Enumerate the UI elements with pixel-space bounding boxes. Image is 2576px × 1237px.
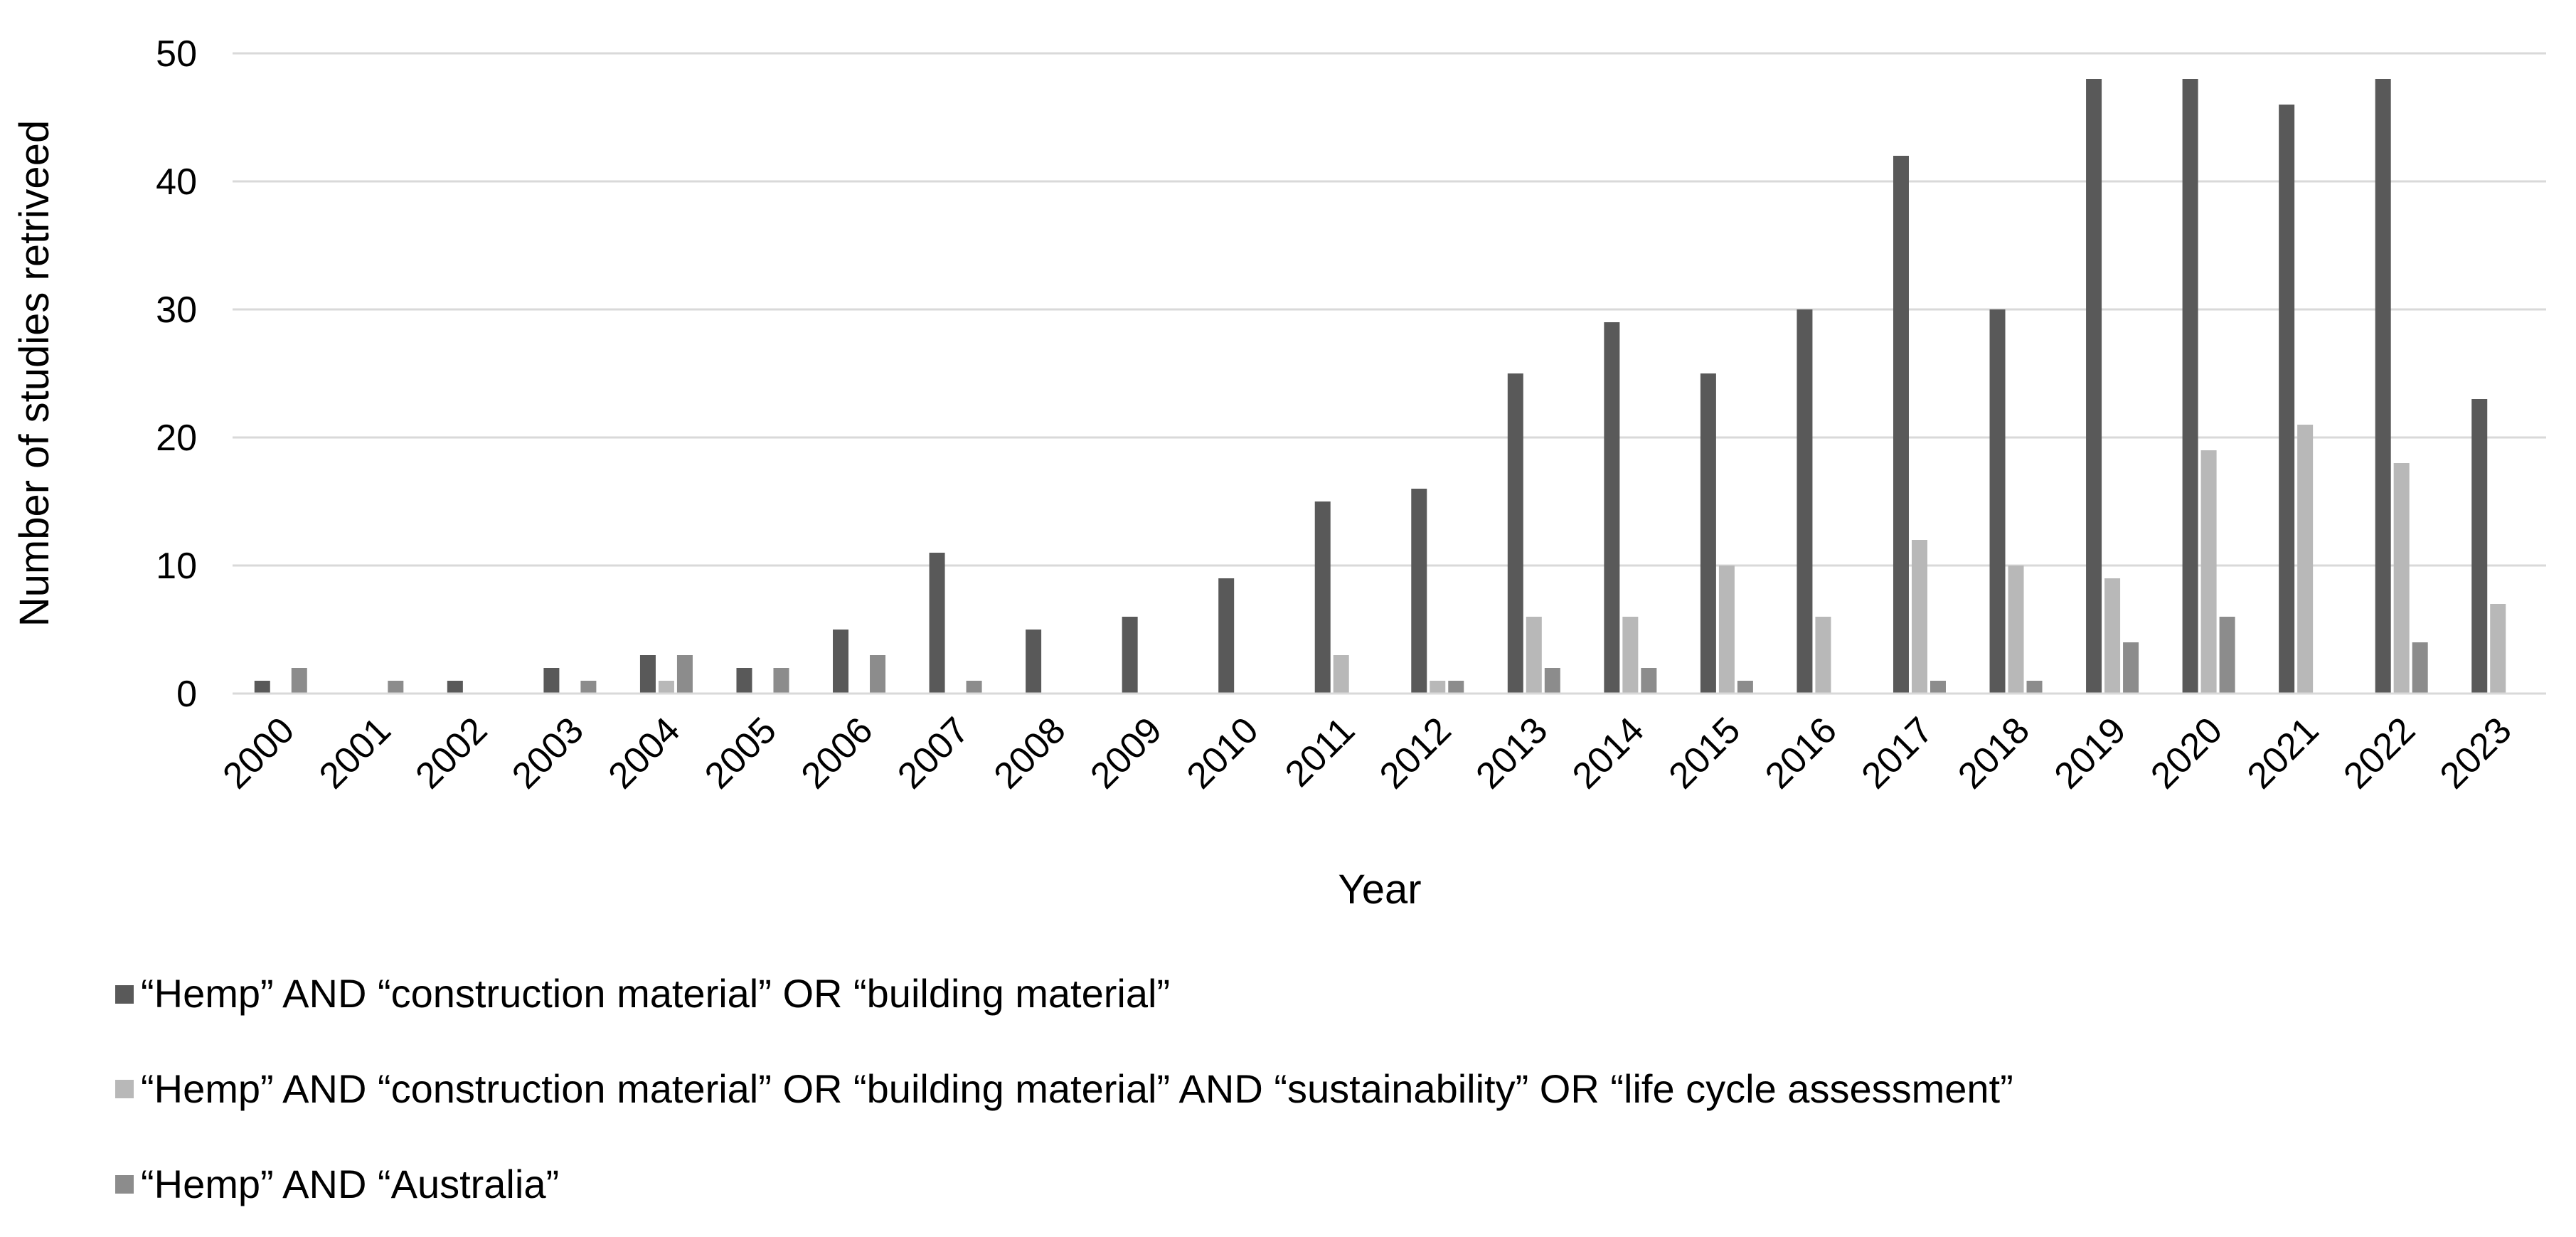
bars [254,79,2506,694]
x-tick-label: 2009 [1082,709,1170,797]
bar-series-1-2018 [1989,309,2006,694]
x-tick-label: 2000 [215,709,302,797]
bar-series-1-2010 [1218,578,1235,694]
x-tick-label: 2013 [1468,709,1555,797]
bar-series-3-2012 [1448,681,1464,694]
x-tick-label: 2014 [1565,709,1652,797]
bar-series-2-2019 [2104,578,2121,694]
y-tick-label: 50 [156,33,197,75]
y-tick-label: 40 [156,161,197,203]
bar-series-3-2018 [2026,681,2043,694]
bar-series-2-2021 [2297,425,2314,694]
bar-series-1-2016 [1797,309,1813,694]
bar-series-1-2005 [736,668,752,694]
x-tick-label: 2019 [2047,709,2134,797]
x-tick-label: 2007 [890,709,977,797]
bar-series-3-2006 [870,655,886,694]
x-tick-label: 2011 [1277,709,1363,795]
bar-series-3-2015 [1737,681,1753,694]
legend-label-series-1: “Hemp” AND “construction material” OR “b… [141,971,1170,1016]
x-tick-label: 2001 [312,709,399,797]
bar-series-1-2000 [254,681,270,694]
x-tick-label: 2003 [504,709,592,797]
legend-swatch-series-1 [115,985,134,1004]
bar-series-1-2011 [1314,501,1331,694]
bar-series-3-2003 [580,681,597,694]
legend: “Hemp” AND “construction material” OR “b… [115,971,2013,1206]
bar-series-2-2020 [2200,450,2217,694]
bar-series-2-2011 [1333,655,1349,694]
bar-series-1-2012 [1411,489,1427,694]
bar-series-3-2019 [2123,642,2139,694]
bar-series-2-2012 [1430,681,1446,694]
bar-series-2-2018 [2008,566,2024,694]
x-tick-label: 2023 [2432,709,2520,797]
y-tick-label: 30 [156,290,197,331]
bar-series-1-2020 [2182,79,2198,694]
y-tick-label: 0 [176,674,197,715]
x-tick-label: 2022 [2336,709,2423,797]
bar-series-1-2015 [1700,373,1716,694]
x-tick-label: 2017 [1854,709,1942,797]
x-tick-label: 2021 [2240,709,2327,797]
y-tick-label: 10 [156,546,197,587]
x-tick-label: 2010 [1179,709,1267,797]
bar-series-1-2007 [929,553,945,694]
bar-series-2-2016 [1815,617,1831,694]
bar-series-3-2001 [388,681,404,694]
legend-label-series-2: “Hemp” AND “construction material” OR “b… [141,1066,2013,1111]
x-tick-label: 2008 [986,709,1074,797]
bar-series-1-2003 [543,668,560,694]
bar-series-1-2013 [1507,373,1523,694]
bar-series-3-2004 [676,655,693,694]
bar-series-1-2022 [2375,79,2391,694]
bar-series-1-2008 [1026,630,1042,694]
bar-series-3-2022 [2412,642,2428,694]
bar-series-2-2013 [1526,617,1542,694]
legend-swatch-series-2 [115,1080,134,1098]
bar-series-1-2019 [2086,79,2102,694]
y-tick-label: 20 [156,418,197,459]
bar-series-2-2015 [1718,566,1735,694]
bar-series-3-2020 [2219,617,2235,694]
x-tick-label: 2005 [697,709,784,797]
bar-series-3-2007 [966,681,982,694]
bar-series-3-2013 [1544,668,1560,694]
x-tick-label: 2015 [1661,709,1749,797]
bar-series-3-2005 [773,668,789,694]
x-tick-label: 2012 [1372,709,1459,797]
bar-series-1-2023 [2471,399,2488,694]
x-tick-label: 2002 [408,709,496,797]
bar-series-2-2017 [1911,540,1927,694]
bar-series-1-2006 [833,630,849,694]
x-tick-label: 2018 [1950,709,2038,797]
gridlines [233,52,2546,567]
bar-series-3-2017 [1930,681,1946,694]
bar-series-1-2017 [1893,156,1909,694]
bar-series-1-2021 [2279,105,2295,694]
bar-series-1-2002 [447,681,463,694]
legend-swatch-series-3 [115,1175,134,1194]
x-tick-label: 2006 [794,709,881,797]
x-axis-title: Year [1338,866,1421,913]
bar-series-1-2004 [639,655,656,694]
x-tick-label: 2004 [601,709,688,797]
bar-series-1-2014 [1604,322,1620,694]
bar-series-2-2023 [2490,604,2506,694]
bar-series-2-2004 [658,681,674,694]
bar-series-3-2014 [1641,668,1657,694]
x-tick-label: 2016 [1757,709,1845,797]
x-tick-label: 2020 [2143,709,2230,797]
bar-series-2-2022 [2393,463,2410,694]
y-axis-title: Number of studies retriveed [11,120,58,627]
bar-series-2-2014 [1622,617,1639,694]
legend-label-series-3: “Hemp” AND “Australia” [141,1162,559,1206]
bar-series-3-2000 [291,668,307,694]
bar-series-1-2009 [1122,617,1138,694]
